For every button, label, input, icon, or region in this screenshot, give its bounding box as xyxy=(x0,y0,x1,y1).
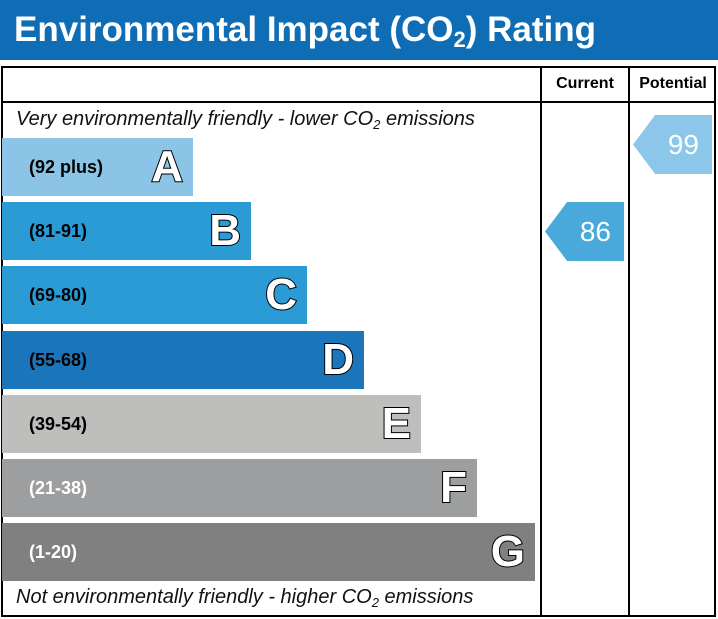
bottom-note-sub: 2 xyxy=(371,595,379,610)
band-b: (81-91) B xyxy=(2,202,251,260)
current-rating-value: 86 xyxy=(579,216,611,247)
band-letter: B xyxy=(208,205,242,256)
band-range: (39-54) xyxy=(29,414,88,434)
chart-title: Environmental Impact (CO2) Rating xyxy=(0,0,718,60)
current-header: Current xyxy=(556,75,614,92)
top-note: Very environmentally friendly - lower CO… xyxy=(16,108,475,132)
title-text: Environmental Impact (CO xyxy=(14,10,454,49)
title-suffix: ) Rating xyxy=(465,10,597,49)
column-divider xyxy=(628,66,630,617)
band-letter: F xyxy=(439,462,468,513)
band-f: (21-38) F xyxy=(2,459,477,517)
band-letter: G xyxy=(490,526,526,577)
potential-rating-value: 99 xyxy=(667,129,699,160)
title-sub: 2 xyxy=(453,27,466,52)
band-letter: D xyxy=(321,334,355,385)
bottom-note-text: Not environmentally friendly - higher CO xyxy=(16,586,372,608)
top-note-sub: 2 xyxy=(373,117,381,132)
bottom-note-suffix: emissions xyxy=(378,586,474,608)
bottom-note: Not environmentally friendly - higher CO… xyxy=(16,586,473,610)
band-g: (1-20) G xyxy=(2,523,535,581)
potential-header: Potential xyxy=(639,75,707,92)
header-divider xyxy=(1,101,716,103)
band-range: (92 plus) xyxy=(29,157,104,177)
top-note-suffix: emissions xyxy=(380,108,475,130)
band-d: (55-68) D xyxy=(2,331,364,389)
top-note-text: Very environmentally friendly - lower CO xyxy=(16,108,374,130)
band-range: (21-38) xyxy=(29,478,88,498)
band-range: (81-91) xyxy=(29,221,88,241)
band-letter: A xyxy=(150,141,184,192)
band-c: (69-80) C xyxy=(2,266,307,324)
band-range: (1-20) xyxy=(29,542,78,562)
band-letter: C xyxy=(264,269,298,320)
band-e: (39-54) E xyxy=(2,395,421,453)
band-range: (55-68) xyxy=(29,350,88,370)
band-a: (92 plus) A xyxy=(2,138,193,196)
band-range: (69-80) xyxy=(29,285,88,305)
column-divider xyxy=(540,66,542,617)
band-letter: E xyxy=(381,398,412,449)
